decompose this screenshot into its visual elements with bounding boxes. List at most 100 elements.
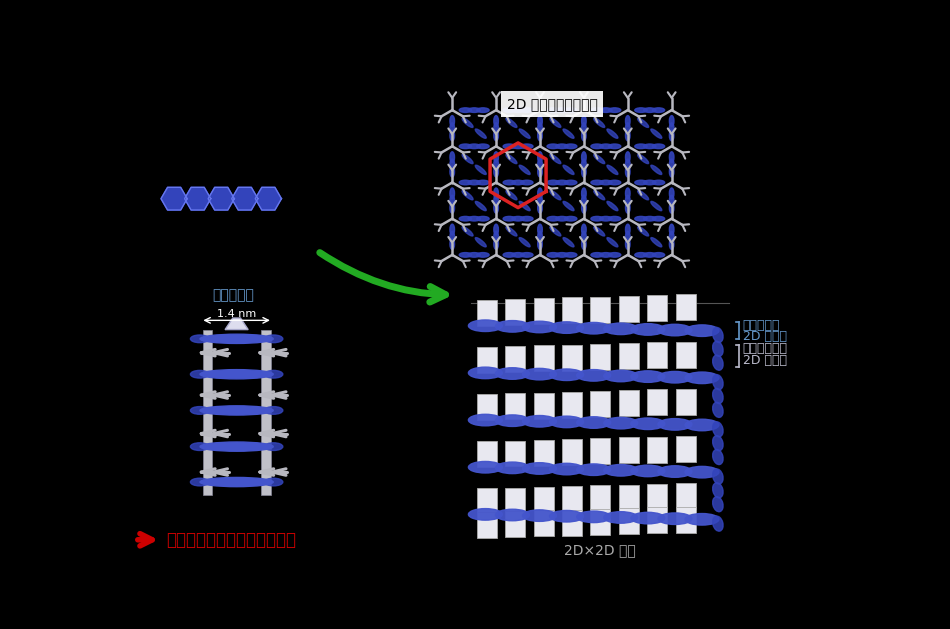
Ellipse shape — [581, 123, 586, 133]
Ellipse shape — [550, 226, 560, 236]
Ellipse shape — [550, 118, 560, 128]
Ellipse shape — [625, 130, 630, 141]
Ellipse shape — [564, 180, 577, 185]
Ellipse shape — [563, 165, 574, 174]
FancyBboxPatch shape — [647, 437, 667, 462]
FancyBboxPatch shape — [591, 391, 611, 417]
Text: 高速かつ効率的な一重項分裂: 高速かつ効率的な一重項分裂 — [166, 531, 295, 548]
Ellipse shape — [581, 195, 586, 206]
Ellipse shape — [538, 203, 542, 213]
Ellipse shape — [506, 226, 517, 236]
Ellipse shape — [577, 323, 611, 334]
Ellipse shape — [538, 123, 542, 133]
Ellipse shape — [521, 253, 533, 257]
Ellipse shape — [264, 443, 283, 450]
Ellipse shape — [670, 166, 674, 177]
Ellipse shape — [670, 152, 674, 162]
Ellipse shape — [450, 166, 454, 177]
Ellipse shape — [459, 108, 471, 113]
Ellipse shape — [563, 238, 574, 247]
Ellipse shape — [670, 159, 674, 170]
Ellipse shape — [477, 108, 489, 113]
Ellipse shape — [462, 154, 473, 164]
Ellipse shape — [504, 144, 516, 148]
Ellipse shape — [538, 166, 542, 177]
Ellipse shape — [712, 469, 723, 484]
FancyBboxPatch shape — [647, 508, 667, 533]
Ellipse shape — [494, 116, 499, 126]
Ellipse shape — [459, 180, 471, 185]
Ellipse shape — [450, 224, 454, 235]
Ellipse shape — [522, 463, 557, 474]
Ellipse shape — [468, 367, 503, 379]
Ellipse shape — [631, 418, 665, 430]
FancyBboxPatch shape — [477, 489, 497, 515]
Ellipse shape — [581, 159, 586, 170]
Ellipse shape — [190, 443, 209, 450]
Ellipse shape — [581, 188, 586, 199]
Ellipse shape — [608, 216, 620, 221]
FancyBboxPatch shape — [562, 392, 582, 418]
Ellipse shape — [200, 477, 274, 487]
Ellipse shape — [494, 130, 499, 141]
Ellipse shape — [459, 144, 471, 148]
Ellipse shape — [577, 511, 611, 523]
FancyBboxPatch shape — [647, 342, 667, 368]
Ellipse shape — [547, 180, 560, 185]
Ellipse shape — [625, 166, 630, 177]
Ellipse shape — [670, 188, 674, 199]
Ellipse shape — [550, 154, 560, 164]
FancyBboxPatch shape — [618, 296, 638, 322]
Ellipse shape — [519, 238, 530, 247]
Ellipse shape — [563, 201, 574, 211]
Ellipse shape — [519, 129, 530, 138]
Ellipse shape — [625, 238, 630, 250]
Ellipse shape — [547, 253, 560, 257]
Ellipse shape — [653, 144, 665, 148]
Ellipse shape — [538, 159, 542, 170]
Ellipse shape — [521, 108, 533, 113]
Ellipse shape — [604, 465, 637, 476]
Ellipse shape — [625, 116, 630, 126]
FancyBboxPatch shape — [618, 508, 638, 534]
Ellipse shape — [653, 216, 665, 221]
Ellipse shape — [450, 203, 454, 213]
Ellipse shape — [670, 123, 674, 133]
Ellipse shape — [477, 180, 489, 185]
FancyBboxPatch shape — [505, 299, 525, 325]
Ellipse shape — [538, 130, 542, 141]
Ellipse shape — [564, 253, 577, 257]
FancyBboxPatch shape — [534, 440, 554, 465]
FancyBboxPatch shape — [675, 389, 695, 415]
Ellipse shape — [550, 191, 560, 200]
Ellipse shape — [494, 123, 499, 133]
Ellipse shape — [658, 325, 692, 336]
Ellipse shape — [522, 510, 557, 521]
Ellipse shape — [685, 372, 719, 384]
Ellipse shape — [538, 238, 542, 250]
Ellipse shape — [604, 370, 637, 382]
Ellipse shape — [521, 180, 533, 185]
FancyBboxPatch shape — [647, 295, 667, 321]
Ellipse shape — [190, 478, 209, 486]
Ellipse shape — [462, 118, 473, 128]
Polygon shape — [225, 318, 248, 330]
Ellipse shape — [608, 180, 620, 185]
Ellipse shape — [591, 180, 603, 185]
Ellipse shape — [550, 322, 583, 333]
Ellipse shape — [658, 372, 692, 383]
Ellipse shape — [631, 465, 665, 477]
FancyBboxPatch shape — [618, 390, 638, 416]
Ellipse shape — [563, 129, 574, 138]
Ellipse shape — [651, 201, 662, 211]
FancyBboxPatch shape — [534, 487, 554, 513]
Ellipse shape — [550, 464, 583, 475]
Ellipse shape — [685, 513, 719, 525]
Ellipse shape — [581, 203, 586, 213]
Ellipse shape — [475, 129, 486, 138]
Ellipse shape — [264, 478, 283, 486]
FancyBboxPatch shape — [562, 486, 582, 512]
FancyBboxPatch shape — [562, 345, 582, 370]
Ellipse shape — [637, 226, 649, 236]
Polygon shape — [232, 187, 257, 210]
